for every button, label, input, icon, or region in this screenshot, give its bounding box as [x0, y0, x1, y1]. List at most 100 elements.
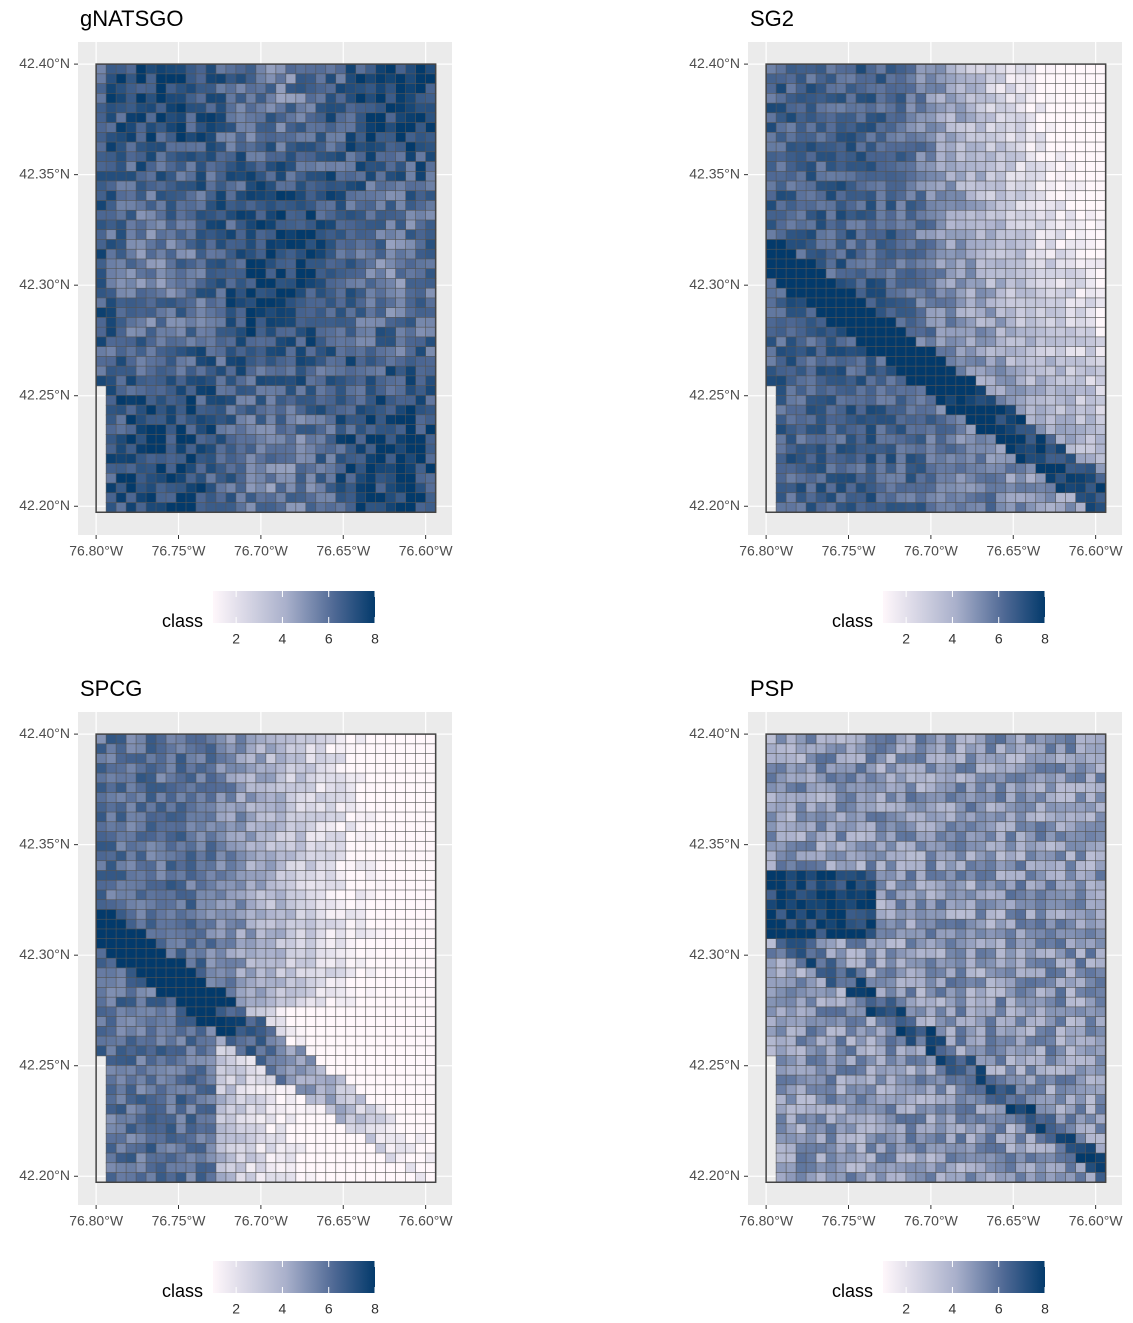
raster-cell — [216, 454, 226, 464]
raster-cell — [256, 298, 266, 308]
raster-cell — [946, 773, 956, 783]
raster-cell — [196, 269, 206, 279]
raster-cell — [126, 123, 136, 133]
raster-cell — [236, 259, 246, 269]
raster-cell — [816, 93, 826, 103]
raster-cell — [176, 900, 186, 910]
raster-cell — [846, 191, 856, 201]
raster-cell — [1086, 142, 1096, 152]
raster-cell — [416, 220, 426, 230]
raster-cell — [336, 1046, 346, 1056]
raster-cell — [1036, 93, 1046, 103]
raster-cell — [206, 1143, 216, 1153]
raster-cell — [896, 356, 906, 366]
raster-cell — [416, 503, 426, 513]
raster-cell — [216, 841, 226, 851]
raster-cell — [866, 239, 876, 249]
raster-cell — [426, 142, 436, 152]
raster-cell — [766, 734, 776, 744]
raster-cell — [216, 1163, 226, 1173]
raster-cell — [816, 454, 826, 464]
raster-cell — [256, 483, 266, 493]
raster-cell — [196, 493, 206, 503]
raster-cell — [96, 851, 106, 861]
raster-cell — [376, 415, 386, 425]
raster-cell — [396, 201, 406, 211]
raster-cell — [316, 142, 326, 152]
raster-cell — [366, 1114, 376, 1124]
raster-cell — [426, 93, 436, 103]
raster-cell — [846, 171, 856, 181]
raster-cell — [1046, 220, 1056, 230]
raster-cell — [286, 395, 296, 405]
raster-cell — [376, 356, 386, 366]
raster-cell — [1036, 123, 1046, 133]
raster-cell — [346, 162, 356, 172]
raster-cell — [1086, 744, 1096, 754]
raster-cell — [166, 395, 176, 405]
raster-cell — [766, 93, 776, 103]
raster-cell — [336, 948, 346, 958]
raster-cell — [166, 74, 176, 84]
raster-cell — [186, 1124, 196, 1134]
raster-cell — [176, 74, 186, 84]
raster-cell — [326, 1095, 336, 1105]
raster-cell — [336, 84, 346, 94]
raster-cell — [326, 871, 336, 881]
raster-cell — [106, 405, 116, 415]
raster-cell — [246, 1134, 256, 1144]
raster-cell — [826, 230, 836, 240]
raster-cell — [126, 93, 136, 103]
raster-cell — [346, 851, 356, 861]
raster-cell — [926, 113, 936, 123]
raster-cell — [146, 880, 156, 890]
raster-cell — [146, 987, 156, 997]
raster-cell — [776, 162, 786, 172]
raster-cell — [396, 278, 406, 288]
raster-cell — [276, 113, 286, 123]
raster-cell — [296, 191, 306, 201]
raster-cell — [396, 395, 406, 405]
raster-cell — [306, 132, 316, 142]
raster-cell — [856, 773, 866, 783]
raster-cell — [216, 734, 226, 744]
raster-cell — [1076, 734, 1086, 744]
raster-cell — [346, 987, 356, 997]
raster-cell — [176, 832, 186, 842]
y-tick-label: 42.40°N — [689, 725, 740, 741]
raster-cell — [116, 900, 126, 910]
raster-cell — [976, 744, 986, 754]
raster-cell — [946, 386, 956, 396]
raster-cell — [886, 84, 896, 94]
raster-cell — [876, 405, 886, 415]
raster-cell — [136, 987, 146, 997]
raster-cell — [926, 259, 936, 269]
raster-cell — [916, 181, 926, 191]
raster-cell — [1046, 425, 1056, 435]
raster-cell — [986, 239, 996, 249]
raster-cell — [826, 444, 836, 454]
raster-cell — [166, 841, 176, 851]
raster-cell — [116, 851, 126, 861]
raster-cell — [1086, 405, 1096, 415]
raster-cell — [396, 269, 406, 279]
raster-cell — [326, 503, 336, 513]
raster-cell — [986, 132, 996, 142]
raster-cell — [116, 503, 126, 513]
raster-cell — [886, 113, 896, 123]
raster-cell — [316, 74, 326, 84]
raster-cell — [236, 802, 246, 812]
raster-cell — [206, 503, 216, 513]
raster-cell — [426, 483, 436, 493]
raster-cell — [266, 1095, 276, 1105]
raster-cell — [856, 171, 866, 181]
raster-cell — [416, 1065, 426, 1075]
raster-cell — [146, 386, 156, 396]
raster-cell — [1006, 483, 1016, 493]
raster-cell — [206, 997, 216, 1007]
raster-cell — [106, 473, 116, 483]
raster-cell — [1016, 64, 1026, 74]
raster-cell — [126, 84, 136, 94]
raster-cell — [176, 201, 186, 211]
raster-cell — [166, 473, 176, 483]
